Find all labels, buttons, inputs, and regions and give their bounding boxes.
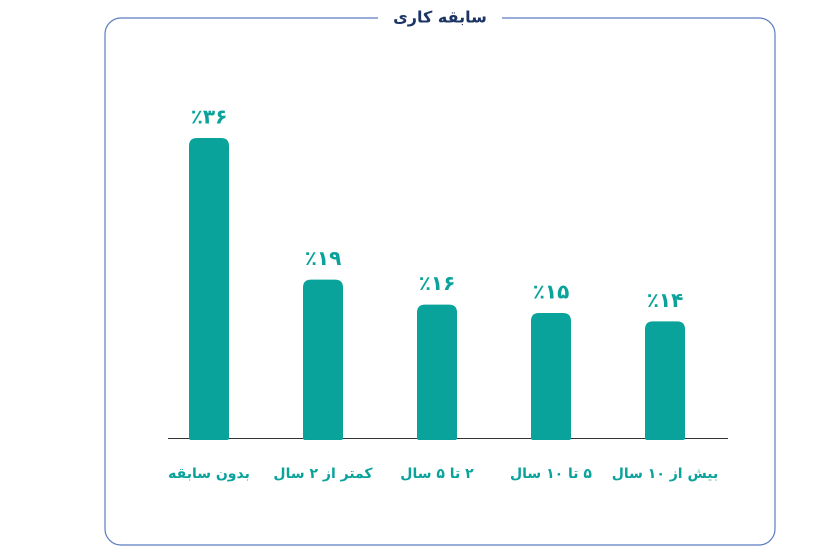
value-label: ٪۱۶ — [419, 271, 456, 295]
bar — [303, 279, 343, 440]
bar — [189, 138, 229, 440]
value-label: ٪۱۵ — [533, 280, 570, 304]
x-tick-label: ۲ تا ۵ سال — [400, 466, 474, 482]
chart-title: سابقه کاری — [393, 8, 487, 27]
value-label: ٪۱۹ — [305, 246, 342, 270]
bar — [531, 313, 571, 440]
value-label: ٪۱۴ — [647, 288, 684, 312]
title-backdrop — [378, 6, 502, 30]
x-tick-label: بدون سابقه — [168, 466, 250, 482]
x-tick-label: ۵ تا ۱۰ سال — [510, 466, 592, 482]
bar — [645, 321, 685, 440]
x-tick-label: بیش از ۱۰ سال — [612, 466, 719, 482]
x-tick-label: کمتر از ۲ سال — [273, 466, 373, 482]
bar — [417, 304, 457, 440]
value-label: ٪۳۶ — [191, 105, 228, 129]
